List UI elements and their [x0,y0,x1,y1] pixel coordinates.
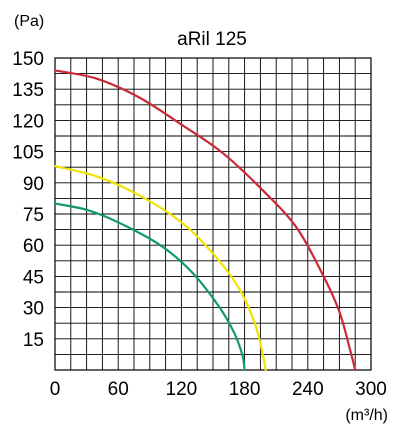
series-line-2 [53,165,267,372]
x-axis-unit-label: (m³/h) [345,407,388,424]
x-tick-label: 240 [292,379,324,400]
y-tick-label: 135 [12,80,44,101]
y-tick-label: 15 [23,330,44,351]
series-line-1 [53,69,357,372]
x-tick-label: 60 [108,379,129,400]
series-group [53,69,357,372]
grid [54,57,372,371]
y-tick-label: 120 [12,111,44,132]
y-tick-label: 60 [23,236,44,257]
plot-frame [54,57,372,371]
x-tick-label: 300 [355,379,387,400]
y-tick-label: 30 [23,299,44,320]
series-line-3 [53,202,246,372]
chart-title: aRil 125 [177,29,247,50]
y-tick-label: 150 [12,49,44,70]
x-tick-label: 120 [166,379,198,400]
y-tick-label: 105 [12,143,44,164]
y-axis-unit-label: (Pa) [14,13,44,30]
tick-labels: 0 60 120 180 240 300 15 30 45 60 75 90 105 120 135 150 [12,49,387,400]
y-tick-label: 75 [23,205,44,226]
y-tick-label: 90 [23,174,44,195]
x-tick-label: 180 [229,379,261,400]
x-tick-label: 0 [50,379,61,400]
y-tick-label: 45 [23,267,44,288]
